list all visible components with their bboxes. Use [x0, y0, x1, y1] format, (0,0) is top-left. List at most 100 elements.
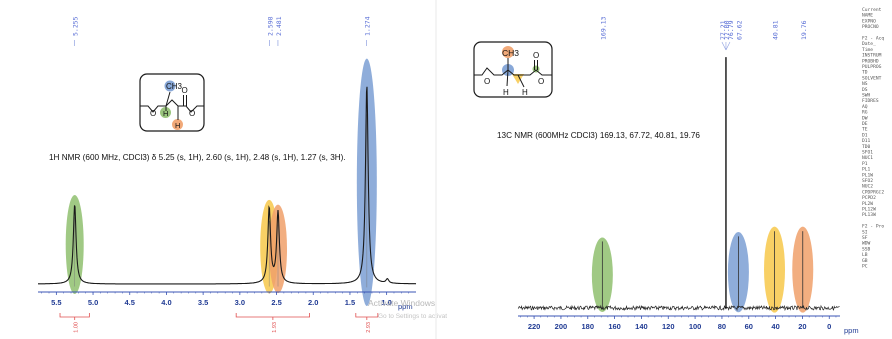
c13-x-tick-label: 20	[798, 322, 806, 331]
c13-baseline-noise	[517, 304, 840, 312]
acquisition-parameter: Date_	[862, 41, 876, 47]
ether-o-label: O	[484, 77, 490, 86]
h1-peak-labels: 5.255 2.598 2.481 1.274	[71, 16, 372, 46]
acquisition-parameter: D1	[862, 132, 868, 138]
c13-peak-label: 169.13	[599, 16, 607, 40]
acquisition-parameter: PC	[862, 264, 868, 270]
c13-x-tick-label: 80	[718, 322, 726, 331]
h1-x-tick-label: 2.5	[271, 298, 281, 307]
methyl-label: CH3	[166, 82, 183, 91]
acquisition-parameter: SF	[862, 235, 868, 241]
acquisition-parameter: TD	[862, 70, 868, 76]
c13-x-tick-label: 60	[745, 322, 753, 331]
h1-x-tick-label: 5.0	[88, 298, 98, 307]
acquisition-parameter: LB	[862, 252, 868, 258]
ester-o-label: O	[538, 77, 544, 86]
h1-x-unit: ppm	[398, 302, 413, 311]
watermark-line1: Activate Windows	[368, 298, 435, 308]
c13-x-tick-label: 120	[662, 322, 675, 331]
acquisition-parameter: TD0	[862, 144, 871, 150]
h1-x-tick-label: 5.5	[51, 298, 61, 307]
c13-peak-label: 67.62	[736, 20, 744, 40]
c13-x-unit: ppm	[844, 326, 859, 335]
h1-x-tick-label: 4.5	[125, 298, 135, 307]
acquisition-parameter: NAME	[862, 13, 873, 19]
acquisition-parameter: Current	[862, 7, 882, 13]
watermark-line2: Go to Settings to activat	[378, 313, 447, 320]
c13-x-tick-label: 220	[528, 322, 541, 331]
acquisition-parameter: F2 - Acq	[862, 36, 884, 42]
acquisition-parameter: PL1W	[862, 172, 873, 178]
acquisition-parameter: PROBHD	[862, 58, 879, 64]
acquisition-parameter: PL1	[862, 167, 871, 173]
ester-o-label: O	[189, 109, 195, 118]
backbone-bonds	[140, 99, 204, 113]
h1-peak-label: 5.255	[71, 16, 79, 36]
h-label-2: H	[522, 88, 528, 97]
h1-integrals: 1.00 1.93 2.93	[59, 313, 379, 333]
c13-peak-label: 77.21	[719, 20, 727, 40]
acquisition-parameter: D11	[862, 138, 871, 144]
c13-x-tick-label: 100	[689, 322, 702, 331]
backbone-bonds	[474, 67, 552, 76]
carbonyl-o-label: O	[533, 51, 539, 60]
acquisition-parameter: TE	[862, 127, 868, 133]
ch2-highlight	[512, 74, 524, 84]
c13-peak-label: 19.76	[800, 20, 808, 40]
h1-integral-bracket	[355, 313, 379, 318]
acquisition-parameter: GB	[862, 258, 868, 264]
acquisition-parameter: SFO1	[862, 150, 873, 156]
acquisition-parameter: SOLVENT	[862, 75, 882, 81]
acquisition-parameter: DW	[862, 115, 868, 121]
c13-noise-line	[517, 304, 840, 312]
c13-x-tick-label: 140	[635, 322, 648, 331]
c13-peak-label-connector	[721, 41, 727, 51]
c13-peak-label: 76.79	[727, 20, 735, 40]
c13-peak-label: 77.00	[723, 20, 731, 40]
h1-peak-highlights	[65, 58, 377, 306]
h1-integral-bracket	[235, 313, 310, 318]
h1-x-tick-label: 3.0	[235, 298, 245, 307]
structure-box	[139, 73, 205, 132]
acquisition-parameter: DE	[862, 121, 868, 127]
acquisition-parameter: PL13W	[862, 212, 876, 218]
h1-x-tick-label: 4.0	[161, 298, 171, 307]
methyl-label: CH3	[502, 48, 519, 58]
h-bond	[506, 69, 509, 87]
acquisition-parameter: NUC1	[862, 155, 873, 161]
acquisition-parameter: EXPNO	[862, 18, 876, 24]
h1-x-tick-label: 2.0	[308, 298, 318, 307]
h-label-1: H	[503, 88, 509, 97]
ch-highlight	[160, 107, 171, 118]
c13-x-tick-label: 160	[608, 322, 621, 331]
c13-x-tick-label: 40	[771, 322, 779, 331]
c13-x-tick-label: 0	[827, 322, 831, 331]
acquisition-parameter: SFO2	[862, 178, 873, 184]
acquisition-parameter: NUC2	[862, 184, 873, 190]
acquisition-parameter: F2 - Pro	[862, 224, 884, 230]
c13-structure: CH3 O O O H H	[473, 41, 553, 98]
acquisition-parameter: SI	[862, 229, 868, 235]
ch2-highlight	[172, 119, 183, 130]
h-label-2: H	[175, 121, 180, 130]
acquisition-parameter: CPDPRG[2	[862, 189, 884, 195]
acquisition-parameter: NS	[862, 81, 868, 87]
c13-caption: 13C NMR (600MHz CDCl3) 169.13, 67.72, 40…	[497, 131, 700, 140]
h1-x-tick-label: 1.5	[345, 298, 355, 307]
acquisition-parameter: WDW	[862, 241, 871, 247]
acquisition-parameter: PULPROG	[862, 64, 882, 70]
acquisition-parameter: INSTRUM	[862, 53, 882, 59]
h1-x-ticks: 5.5 5.0 4.5 4.0 3.5 3.0 2.5 2.0 1.5 1.0	[41, 292, 409, 307]
acquisition-parameter: P1	[862, 161, 868, 167]
acquisition-parameter: SWH	[862, 93, 871, 99]
acquisition-parameter: AQ	[862, 104, 868, 110]
h-label-1: H	[163, 109, 168, 118]
h1-structure: CH3 O O O H H	[139, 73, 205, 132]
h1-peak-label: 1.274	[364, 16, 372, 36]
acquisition-parameter: PL2W	[862, 201, 873, 207]
acquisition-parameter: PROCNO	[862, 24, 879, 30]
